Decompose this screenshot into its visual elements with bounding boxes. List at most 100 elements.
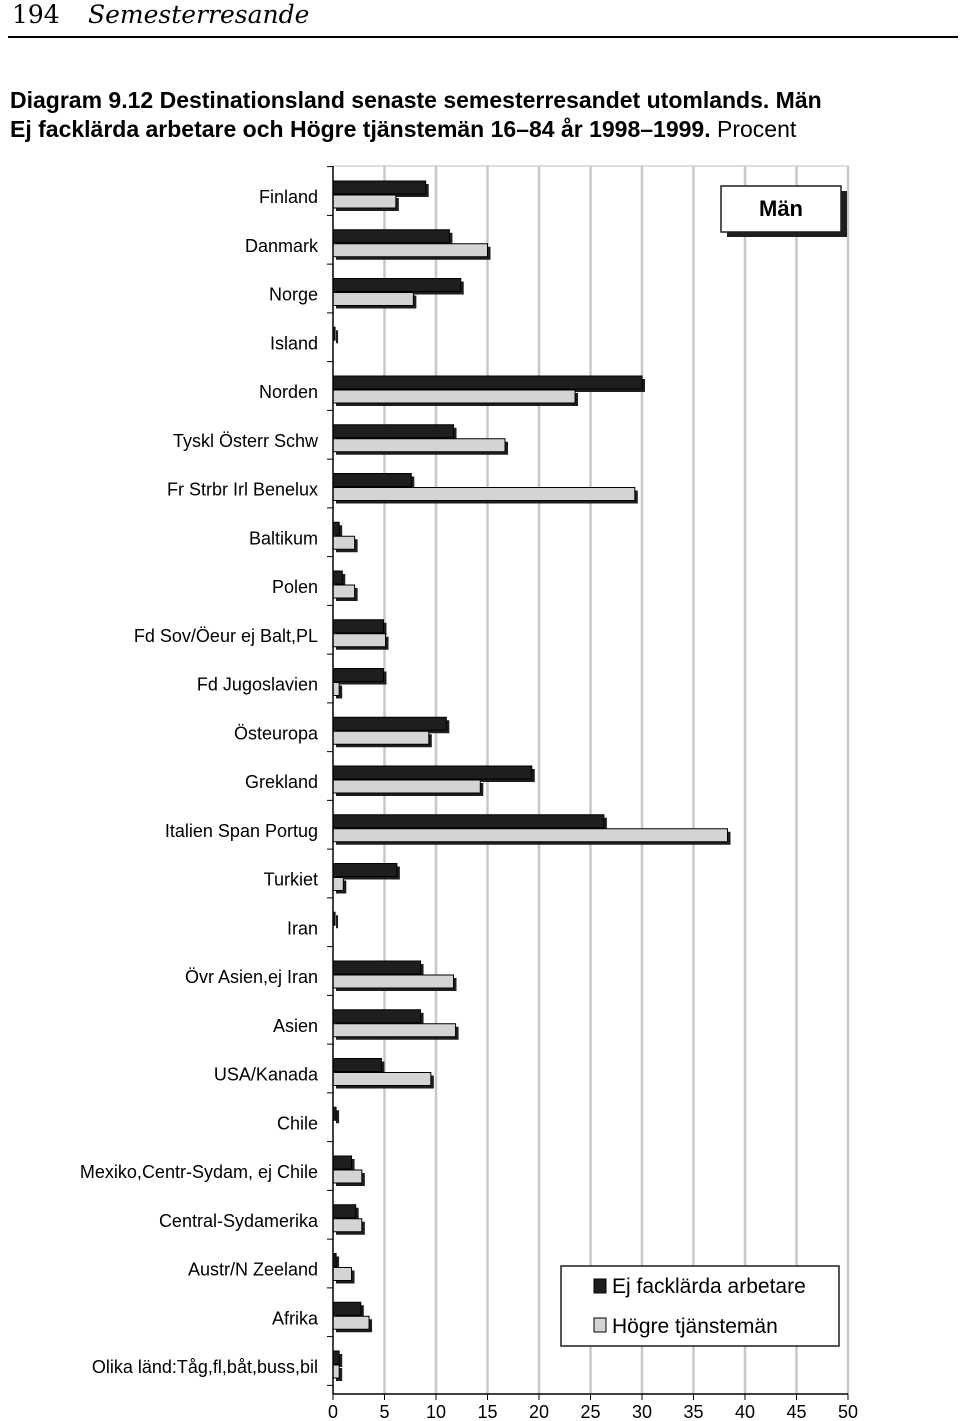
- x-tick-label: 15: [477, 1402, 497, 1421]
- bar: [332, 1155, 353, 1170]
- legend-label-ej-facklarda: Ej facklärda arbetare: [612, 1275, 806, 1298]
- axes: [327, 166, 849, 1400]
- category-label: Tyskl Österr Schw: [173, 431, 319, 451]
- bar-shadow: [336, 330, 339, 344]
- category-label: Fd Sov/Öeur ej Balt,PL: [134, 626, 318, 646]
- category-label: Chile: [277, 1113, 318, 1133]
- bar: [332, 375, 643, 390]
- bar: [332, 828, 728, 843]
- bar: [332, 765, 533, 780]
- bar: [332, 521, 340, 536]
- category-label: Island: [270, 333, 318, 353]
- bar-shadow: [336, 915, 339, 929]
- bar: [332, 1009, 422, 1024]
- bar: [332, 389, 576, 404]
- bar: [332, 194, 397, 209]
- x-tick-label: 0: [328, 1402, 338, 1421]
- category-label: Norge: [269, 285, 318, 305]
- bar: [332, 473, 412, 487]
- category-label: Austr/N Zeeland: [188, 1260, 318, 1280]
- bar: [332, 1315, 370, 1330]
- bar: [332, 487, 636, 501]
- caption-line-1: Diagram 9.12 Destinationsland senaste se…: [10, 87, 822, 113]
- page-number: 194: [12, 0, 60, 29]
- caption-line-2-main: Ej facklärda arbetare och Högre tjänstem…: [10, 116, 711, 142]
- bar: [332, 668, 384, 682]
- bars: [332, 180, 731, 1381]
- bar: [332, 438, 506, 453]
- category-label: Italien Span Portug: [165, 821, 318, 841]
- bar: [332, 278, 462, 292]
- category-label: Danmark: [245, 236, 319, 256]
- chart-caption: Diagram 9.12 Destinationsland senaste se…: [10, 86, 940, 144]
- bar: [332, 779, 481, 794]
- bar: [332, 1218, 363, 1233]
- bar: [332, 243, 488, 258]
- category-label: Fd Jugoslavien: [197, 675, 318, 695]
- bar: [332, 1364, 340, 1379]
- bar: [332, 1058, 382, 1072]
- x-tick-label: 45: [786, 1402, 806, 1421]
- bar: [332, 1350, 340, 1365]
- category-label: Norden: [259, 382, 318, 402]
- category-label: Grekland: [245, 772, 318, 792]
- category-label: Central-Sydamerika: [159, 1211, 319, 1231]
- legend: Ej facklärda arbetare Högre tjänstemän: [560, 1265, 840, 1347]
- legend-box: [560, 1265, 840, 1347]
- category-label: Mexiko,Centr-Sydam, ej Chile: [80, 1162, 318, 1182]
- bar: [332, 1169, 363, 1184]
- bar: [332, 619, 384, 634]
- bar: [332, 863, 398, 877]
- page-header: 194 Semesterresande: [8, 0, 958, 38]
- x-tick-label: 40: [735, 1402, 755, 1421]
- bar: [332, 1072, 432, 1086]
- bar: [332, 730, 430, 745]
- category-label: Olika länd:Tåg,fl,båt,buss,bil: [92, 1357, 318, 1377]
- running-title: Semesterresande: [88, 0, 310, 29]
- category-label: USA/Kanada: [214, 1065, 319, 1085]
- bar: [332, 814, 605, 829]
- x-tick-label: 30: [632, 1402, 652, 1421]
- bar: [332, 974, 455, 989]
- x-tick-label: 25: [580, 1402, 600, 1421]
- x-tick-label: 5: [379, 1402, 389, 1421]
- category-labels: Finland Danmark Norge Island Norden Tyskl Öst…: [80, 187, 319, 1377]
- x-tick-label: 35: [683, 1402, 703, 1421]
- bar: [332, 229, 450, 244]
- category-label: Iran: [287, 918, 318, 938]
- bar: [332, 1301, 362, 1316]
- bar: [332, 1204, 357, 1219]
- legend-swatch-ej-facklarda: [593, 1278, 607, 1294]
- category-label: Övr Asien,ej Iran: [185, 967, 318, 987]
- bar: [332, 633, 387, 648]
- bar: [332, 292, 414, 306]
- bar: [332, 424, 455, 439]
- x-tick-label: 50: [838, 1402, 858, 1421]
- bar: [332, 535, 356, 550]
- bar: [332, 1267, 353, 1281]
- category-label: Afrika: [272, 1308, 319, 1328]
- category-label: Fr Strbr Irl Benelux: [167, 480, 318, 500]
- legend-label-hogre-tjansteman: Högre tjänstemän: [612, 1315, 778, 1338]
- bar: [332, 877, 344, 891]
- bar: [332, 180, 427, 195]
- bar: [332, 716, 447, 731]
- category-label: Östeuropa: [234, 723, 319, 743]
- men-badge: Män: [720, 185, 847, 237]
- legend-swatch-hogre-tjansteman: [593, 1317, 607, 1333]
- category-label: Asien: [273, 1016, 318, 1036]
- caption-line-2-unit: Procent: [717, 116, 797, 142]
- x-tick-labels: 0 5 10 15 20 25 30 35 40 45 50: [328, 1402, 858, 1421]
- bar-shadow: [336, 1256, 340, 1270]
- men-badge-label: Män: [759, 196, 803, 221]
- bar: [332, 960, 422, 975]
- category-label: Polen: [272, 577, 318, 597]
- x-tick-label: 20: [529, 1402, 549, 1421]
- category-label: Turkiet: [264, 870, 318, 890]
- bar: [332, 682, 340, 696]
- category-label: Baltikum: [249, 528, 318, 548]
- caption-line-2: Ej facklärda arbetare och Högre tjänstem…: [10, 115, 940, 144]
- bar-shadow: [336, 1110, 340, 1124]
- x-tick-label: 10: [426, 1402, 446, 1421]
